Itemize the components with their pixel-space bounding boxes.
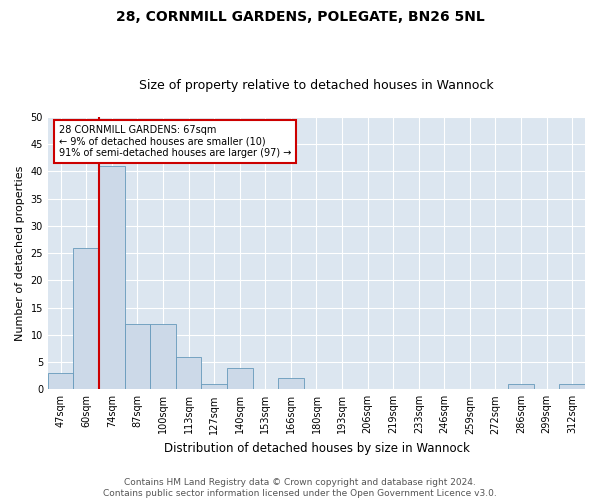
Text: Contains HM Land Registry data © Crown copyright and database right 2024.
Contai: Contains HM Land Registry data © Crown c… (103, 478, 497, 498)
Bar (176, 356, 202, 390)
Bar (73, 248, 99, 390)
Bar (48, 373, 73, 390)
Title: Size of property relative to detached houses in Wannock: Size of property relative to detached ho… (139, 79, 494, 92)
Bar (99, 166, 125, 390)
Bar (125, 324, 150, 390)
Bar (227, 368, 253, 390)
Bar (150, 324, 176, 390)
X-axis label: Distribution of detached houses by size in Wannock: Distribution of detached houses by size … (164, 442, 469, 455)
Text: 28 CORNMILL GARDENS: 67sqm
← 9% of detached houses are smaller (10)
91% of semi-: 28 CORNMILL GARDENS: 67sqm ← 9% of detac… (59, 125, 291, 158)
Text: 28, CORNMILL GARDENS, POLEGATE, BN26 5NL: 28, CORNMILL GARDENS, POLEGATE, BN26 5NL (116, 10, 484, 24)
Bar (508, 384, 534, 390)
Bar (559, 384, 585, 390)
Y-axis label: Number of detached properties: Number of detached properties (15, 166, 25, 340)
Bar (202, 384, 227, 390)
Bar (278, 378, 304, 390)
